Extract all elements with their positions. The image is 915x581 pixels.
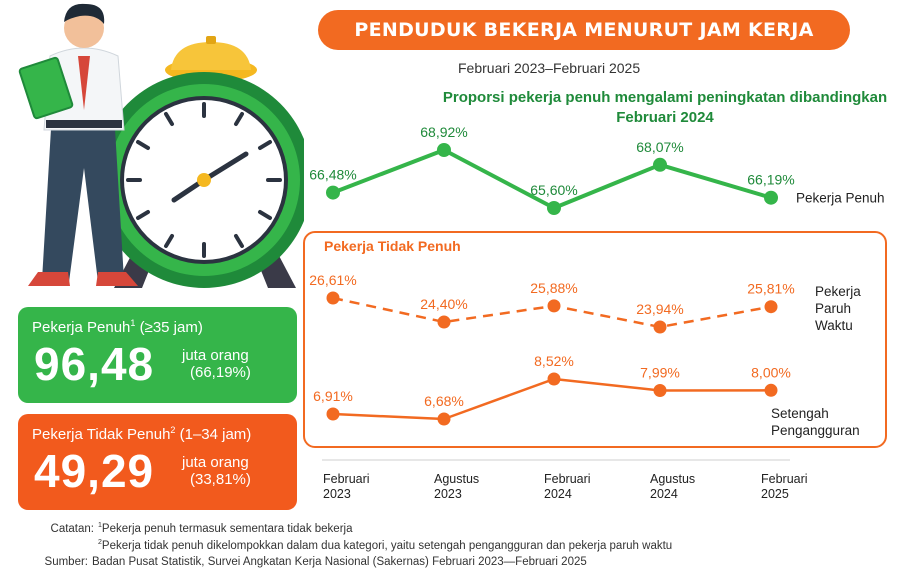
partial-workers-value: 49,29 [34,445,155,497]
data-label-0-4: 66,19% [747,172,794,188]
x-tick-4-0: Februari [761,472,808,486]
x-tick-2-1: 2024 [544,487,572,501]
partial-workers-card: Pekerja Tidak Penuh2 (1–34 jam) 49,29 ju… [18,414,297,510]
partial-workers-unit: juta orang (33,81%) [182,454,251,489]
data-point-0-0 [326,185,340,200]
data-point-0-2 [547,201,561,215]
data-point-0-3 [653,157,667,172]
full-workers-card: Pekerja Penuh1 (≥35 jam) 96,48 juta oran… [18,307,297,403]
x-tick-2-0: Februari [544,472,591,486]
data-point-0-1 [437,143,451,157]
x-tick-0-0: Februari [323,472,370,486]
note-2: 2Pekerja tidak penuh dikelompokkan dalam… [98,538,673,552]
x-tick-1-1: 2023 [434,487,462,501]
data-label-0-3: 68,07% [636,139,683,155]
x-tick-4-1: 2025 [761,487,789,501]
full-workers-unit: juta orang (66,19%) [182,347,251,382]
page-title: PENDUDUK BEKERJA MENURUT JAM KERJA [318,10,850,50]
note-1: 1Pekerja penuh termasuk sementara tidak … [98,522,353,535]
period-subtitle: Februari 2023–Februari 2025 [458,60,641,76]
x-tick-3-1: 2024 [650,487,678,501]
headline-text: Proporsi pekerja penuh mengalami peningk… [442,89,888,127]
data-label-0-0: 66,48% [309,167,356,183]
footnotes: Catatan: 1Pekerja penuh termasuk sementar… [45,521,673,571]
panel-title: Pekerja Tidak Penuh [324,238,461,254]
source-text: Badan Pusat Statistik, Survei Angkatan K… [92,556,587,569]
partial-workers-panel [303,231,887,448]
x-tick-1-0: Agustus [434,472,479,486]
series-line-0 [332,148,772,210]
note-label: Catatan: [50,523,94,535]
series-name-0-0: Pekerja Penuh [796,191,885,206]
full-workers-value: 96,48 [34,338,155,390]
source-label: Sumber: [44,556,88,569]
data-point-0-4 [764,190,778,205]
x-tick-0-1: 2023 [323,487,351,501]
data-label-0-2: 65,60% [530,182,577,198]
worker-clock-illustration [18,3,304,288]
full-workers-label: Pekerja Penuh1 (≥35 jam) [32,318,203,336]
x-tick-3-0: Agustus [650,472,695,486]
partial-workers-label: Pekerja Tidak Penuh2 (1–34 jam) [32,425,252,443]
